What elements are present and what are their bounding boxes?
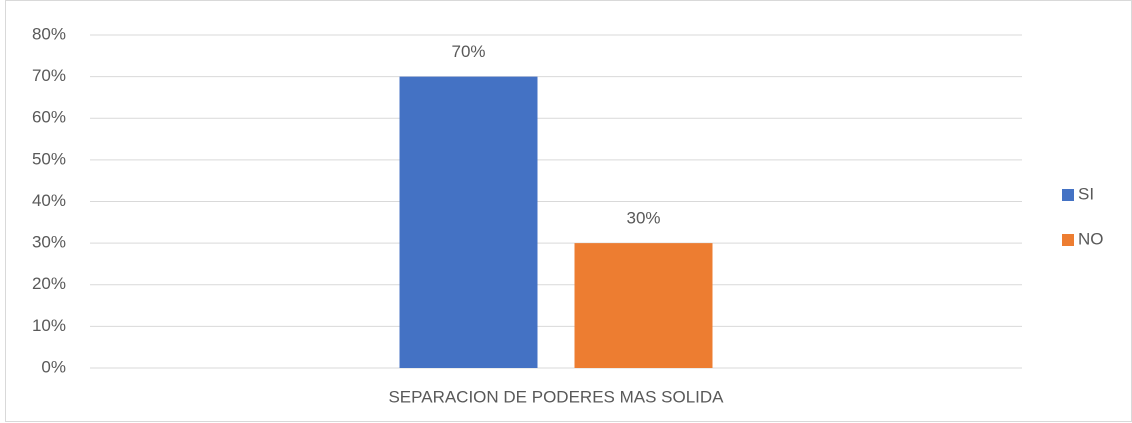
x-tick-label: SEPARACION DE PODERES MAS SOLIDA	[388, 387, 724, 406]
y-tick-label: 80%	[32, 24, 66, 43]
legend-label: NO	[1078, 229, 1104, 248]
y-tick-label: 40%	[32, 191, 66, 210]
legend-label: SI	[1078, 184, 1094, 203]
y-tick-label: 10%	[32, 316, 66, 335]
data-label: 30%	[626, 209, 660, 228]
y-tick-label: 0%	[41, 357, 66, 376]
bar	[399, 76, 538, 368]
y-tick-label: 50%	[32, 149, 66, 168]
legend-swatch	[1062, 234, 1074, 246]
legend-swatch	[1062, 189, 1074, 201]
y-tick-label: 70%	[32, 66, 66, 85]
bar	[574, 243, 713, 368]
y-tick-label: 20%	[32, 274, 66, 293]
y-tick-label: 60%	[32, 108, 66, 127]
y-tick-label: 30%	[32, 233, 66, 252]
data-label: 70%	[451, 42, 485, 61]
chart-frame	[5, 0, 1132, 422]
